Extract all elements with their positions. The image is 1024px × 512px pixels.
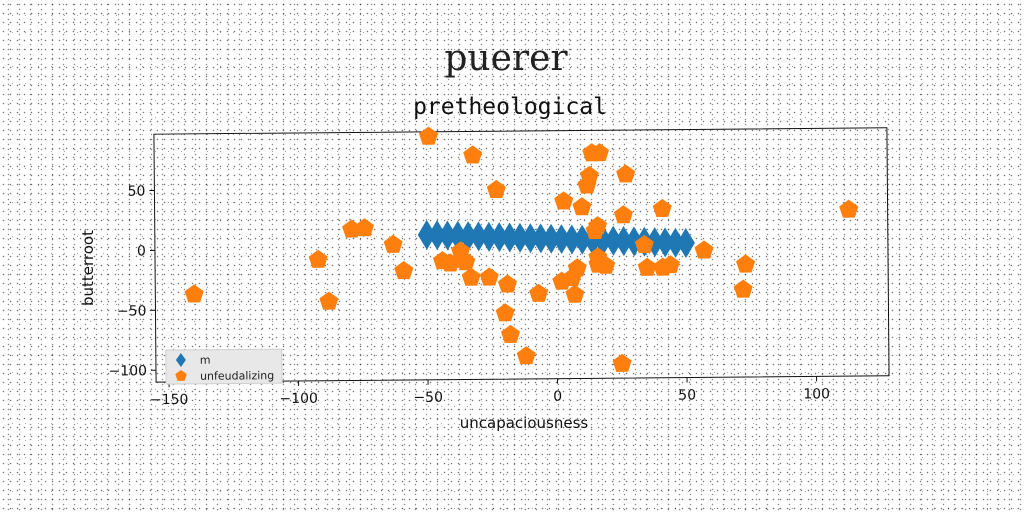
point-m (469, 221, 488, 252)
point-unfeudalizing (588, 216, 608, 235)
point-m (562, 224, 581, 255)
point-m (531, 223, 550, 254)
chart-title: pretheological (413, 94, 607, 120)
y-tick-label: −50 (117, 303, 147, 319)
point-m (490, 222, 509, 253)
point-unfeudalizing (383, 234, 403, 253)
point-unfeudalizing (495, 303, 515, 322)
point-unfeudalizing (565, 284, 585, 303)
y-axis-label: butterroot (79, 230, 97, 306)
point-unfeudalizing (319, 291, 339, 310)
point-unfeudalizing (736, 254, 756, 273)
point-unfeudalizing (694, 240, 714, 259)
point-m (500, 222, 519, 253)
legend-label-m: m (200, 354, 211, 367)
y-tick-label: 0 (137, 243, 146, 259)
point-unfeudalizing (579, 165, 599, 185)
chart-suptitle: puerer (444, 38, 568, 79)
plot-frame (153, 127, 890, 383)
x-tick-label: 50 (678, 387, 696, 403)
series-unfeudalizing (184, 126, 859, 372)
point-m (645, 227, 664, 258)
point-unfeudalizing (463, 145, 483, 164)
point-unfeudalizing (590, 143, 610, 162)
point-unfeudalizing (839, 199, 859, 218)
x-tick-label: −50 (413, 390, 443, 406)
point-unfeudalizing (355, 218, 375, 237)
point-unfeudalizing (652, 198, 672, 218)
point-unfeudalizing (637, 257, 657, 276)
legend-marker-unfeudalizing (175, 369, 187, 381)
point-unfeudalizing (479, 267, 499, 286)
legend-label-unfeudalizing: unfeudalizing (200, 369, 274, 383)
point-unfeudalizing (308, 249, 328, 268)
x-tick-label: −150 (150, 392, 189, 408)
point-unfeudalizing (616, 164, 636, 183)
x-tick-label: 100 (803, 386, 830, 402)
point-m (656, 227, 675, 258)
point-unfeudalizing (461, 267, 481, 286)
x-tick-label: −100 (279, 391, 318, 407)
y-tick-label: 50 (128, 184, 146, 200)
point-unfeudalizing (596, 255, 616, 274)
point-unfeudalizing (516, 346, 536, 365)
x-ticks: −150 −100 −50 0 50 100 (150, 376, 830, 408)
x-axis-label: uncapaciousness (460, 414, 589, 432)
point-m (428, 220, 447, 251)
point-m (552, 224, 571, 255)
point-unfeudalizing (418, 126, 439, 145)
point-unfeudalizing (184, 284, 204, 303)
point-m (511, 222, 530, 253)
point-unfeudalizing (634, 234, 654, 254)
point-unfeudalizing (613, 205, 633, 224)
point-unfeudalizing (486, 179, 506, 199)
x-tick-label: 0 (553, 389, 562, 405)
legend-box (165, 348, 283, 385)
point-unfeudalizing (529, 283, 549, 302)
point-unfeudalizing (394, 261, 414, 280)
point-m (666, 227, 685, 258)
point-m (417, 219, 436, 250)
point-unfeudalizing (660, 255, 680, 274)
point-unfeudalizing (733, 279, 753, 298)
point-m (604, 225, 623, 256)
point-m (479, 221, 498, 252)
point-m (521, 223, 540, 254)
point-m (438, 220, 457, 251)
legend: m unfeudalizing (165, 348, 283, 385)
legend-marker-m (175, 352, 186, 367)
point-m (459, 221, 478, 252)
point-m (676, 228, 695, 259)
y-tick-label: −100 (108, 363, 147, 379)
point-unfeudalizing (342, 219, 362, 238)
point-m (542, 223, 561, 254)
point-unfeudalizing (554, 191, 574, 210)
point-unfeudalizing (500, 324, 521, 343)
point-unfeudalizing (612, 353, 632, 372)
point-m (614, 226, 633, 257)
point-unfeudalizing (572, 197, 592, 216)
point-m (573, 224, 592, 255)
point-unfeudalizing (567, 258, 587, 277)
y-ticks: −100 −50 0 50 (108, 184, 156, 380)
point-unfeudalizing (456, 252, 476, 271)
series-m (417, 219, 695, 259)
point-unfeudalizing (497, 274, 518, 293)
